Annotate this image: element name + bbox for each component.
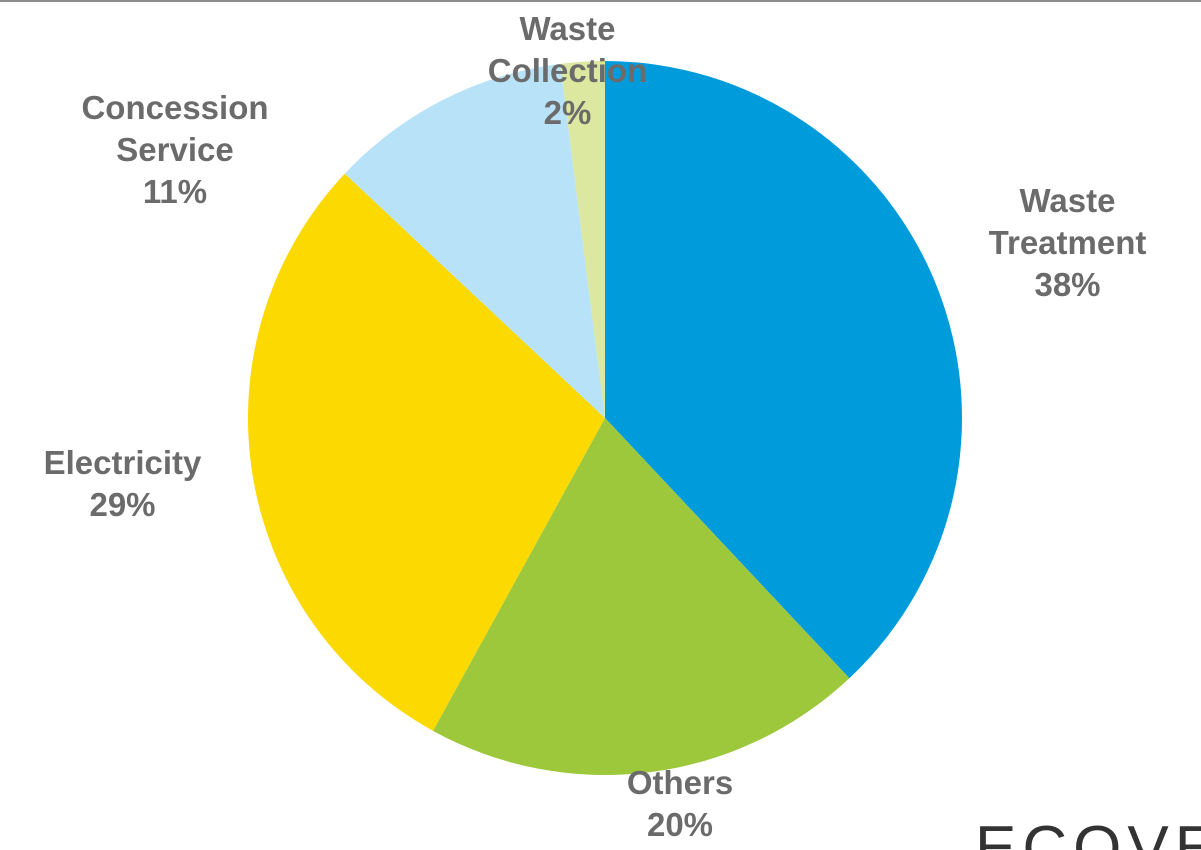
label-value: 20% [646,806,714,843]
label-value: 38% [1034,266,1101,303]
pie-slice-concession-service [344,63,605,418]
label-name-line: Electricity [43,444,202,481]
label-electricity: Electricity 29% [15,442,230,526]
label-value: 11% [142,173,208,210]
top-border [0,0,1201,2]
label-name-line: Service [116,131,234,168]
pie-slices [248,61,962,775]
label-value: 29% [89,486,156,523]
label-others: Others 20% [580,762,780,846]
label-name-line: Concession [81,89,269,126]
label-name-line: Others [626,764,734,801]
pie-slice-others [433,418,850,775]
label-name-line: Collection [487,52,648,89]
pie-slice-waste-treatment [605,61,962,679]
label-name-line: Waste [519,10,616,47]
label-waste-collection: Waste Collection 2% [460,8,675,134]
label-name-line: Treatment [988,224,1147,261]
label-waste-treatment: Waste Treatment 38% [960,180,1175,306]
label-concession-service: Concession Service 11% [45,87,305,213]
pie-slice-electricity [248,173,605,731]
pie-slice-waste-collection [560,61,605,418]
label-name-line: Waste [1019,182,1116,219]
brand-logo: ECOVE [975,818,1201,850]
label-value: 2% [543,94,592,131]
